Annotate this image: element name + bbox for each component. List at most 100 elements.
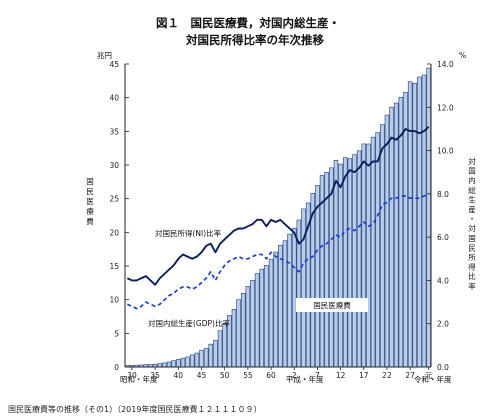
expenditure-bar-1974 bbox=[217, 330, 223, 368]
right-axis-title-char-1: 国 bbox=[468, 167, 476, 176]
era-label-heisei: 平成・年度 bbox=[286, 374, 324, 384]
expenditure-bar-1999 bbox=[333, 159, 339, 368]
expenditure-bar-2016 bbox=[412, 82, 418, 368]
expenditure-bar-1983 bbox=[259, 268, 265, 368]
expenditure-bar-1969 bbox=[194, 352, 200, 368]
expenditure-bar-1963 bbox=[166, 361, 172, 368]
right-axis-title-char-0: 対 bbox=[468, 156, 476, 166]
ni-series-label: 対国民所得(NI)比率 bbox=[155, 228, 222, 238]
expenditure-bar-1985 bbox=[268, 258, 274, 368]
bars-layer bbox=[125, 67, 431, 368]
expenditure-bar-1989 bbox=[287, 233, 292, 368]
expenditure-bar-2017 bbox=[417, 76, 422, 368]
chart-title-line2: 対国民所得比率の年次推移 bbox=[185, 33, 324, 47]
expenditure-bar-1984 bbox=[264, 265, 269, 368]
ticks-layer: 0 5 10 15 20 25 30 35 40 45 0.0 2.0 4.0 6.0 8.0 10.0 12.… bbox=[86, 60, 476, 380]
right-tick-label-0.0: 0.0 bbox=[437, 363, 449, 372]
right-axis-title-char-8: 国 bbox=[468, 234, 476, 243]
x-tick-label-8: 7 bbox=[315, 371, 320, 380]
left-tick-label-40: 40 bbox=[109, 94, 119, 103]
expenditure-bar-2011 bbox=[389, 106, 394, 368]
right-axis-title-char-4: 生 bbox=[468, 194, 476, 204]
gdp-ratio-line bbox=[126, 193, 430, 310]
expenditure-bar-1961 bbox=[157, 363, 163, 368]
expenditure-bar-2019 bbox=[426, 67, 431, 368]
expenditure-bar-1997 bbox=[324, 172, 329, 368]
expenditure-bar-1971 bbox=[203, 348, 209, 368]
right-tick-label-8.0: 8.0 bbox=[437, 190, 449, 199]
right-axis-title-char-6: ・ bbox=[468, 215, 476, 224]
expenditure-bar-1977 bbox=[231, 308, 237, 368]
x-tick-label-3: 45 bbox=[197, 371, 207, 380]
expenditure-bar-2010 bbox=[384, 114, 390, 368]
right-axis-title-char-3: 総 bbox=[468, 185, 476, 195]
expenditure-bar-1967 bbox=[185, 356, 190, 368]
right-tick-label-14.0: 14.0 bbox=[437, 60, 454, 69]
right-tick-label-4.0: 4.0 bbox=[437, 276, 449, 285]
expenditure-bar-2007 bbox=[370, 136, 376, 368]
x-tick-label-2: 40 bbox=[174, 371, 184, 380]
right-axis-title-char-13: 率 bbox=[468, 281, 476, 291]
expenditure-bar-1962 bbox=[162, 362, 167, 368]
right-tick-label-6.0: 6.0 bbox=[437, 233, 449, 242]
expenditure-bar-2014 bbox=[403, 91, 408, 368]
bars-label-box bbox=[296, 298, 368, 312]
expenditure-bar-1990 bbox=[291, 227, 297, 368]
left-axis-unit: 兆円 bbox=[97, 50, 112, 60]
left-axis-title-char-0: 国 bbox=[86, 177, 94, 186]
expenditure-bar-2004 bbox=[356, 150, 362, 368]
x-tick-label-10: 17 bbox=[359, 371, 369, 380]
expenditure-bar-2015 bbox=[407, 81, 413, 368]
right-axis-title-char-10: 所 bbox=[468, 252, 476, 262]
right-axis-title-char-12: 比 bbox=[468, 271, 476, 281]
right-tick-label-12.0: 12.0 bbox=[437, 103, 454, 112]
expenditure-bar-2003 bbox=[352, 154, 357, 368]
left-axis-title-char-2: 医 bbox=[86, 197, 94, 206]
expenditure-bar-1992 bbox=[301, 208, 306, 368]
left-axis-title-char-1: 民 bbox=[86, 187, 94, 196]
right-axis-title-char-11: 得 bbox=[468, 262, 476, 272]
expenditure-bar-1966 bbox=[180, 357, 186, 368]
right-axis-title-char-2: 内 bbox=[468, 175, 476, 185]
expenditure-bar-1973 bbox=[213, 340, 218, 368]
expenditure-bar-2005 bbox=[361, 143, 367, 368]
x-tick-label-4: 50 bbox=[220, 371, 230, 380]
right-axis-title-char-9: 民 bbox=[468, 243, 476, 252]
left-tick-label-15: 15 bbox=[109, 262, 119, 271]
axes-layer bbox=[124, 64, 432, 368]
x-tick-label-5: 55 bbox=[243, 371, 253, 380]
left-tick-label-5: 5 bbox=[114, 329, 119, 338]
x-tick-label-11: 22 bbox=[382, 371, 392, 380]
left-tick-label-10: 10 bbox=[109, 296, 119, 305]
x-tick-label-13: 元 bbox=[425, 371, 433, 380]
expenditure-bar-2001 bbox=[342, 157, 348, 368]
expenditure-bar-2002 bbox=[347, 158, 353, 368]
x-tick-label-12: 27 bbox=[405, 371, 415, 380]
left-tick-label-25: 25 bbox=[109, 195, 119, 204]
expenditure-bar-1975 bbox=[222, 323, 227, 368]
expenditure-bar-1980 bbox=[245, 286, 251, 368]
expenditure-bar-2018 bbox=[421, 74, 427, 368]
left-tick-label-20: 20 bbox=[109, 228, 119, 237]
right-axis-unit: % bbox=[459, 51, 466, 60]
expenditure-bar-1981 bbox=[250, 279, 255, 368]
ni-ratio-line bbox=[126, 126, 430, 286]
expenditure-bar-2000 bbox=[338, 163, 343, 368]
expenditure-bar-2008 bbox=[375, 132, 380, 368]
expenditure-bar-1978 bbox=[236, 299, 241, 368]
expenditure-bar-1982 bbox=[254, 273, 260, 368]
x-tick-label-7: 2 bbox=[292, 371, 297, 380]
left-tick-label-30: 30 bbox=[109, 161, 119, 170]
bars-series-label: 国民医療費 bbox=[313, 300, 351, 310]
expenditure-bar-1998 bbox=[329, 167, 334, 368]
lines-layer bbox=[126, 126, 430, 310]
expenditure-bar-1972 bbox=[208, 343, 214, 368]
right-axis-title-char-5: 産 bbox=[468, 204, 476, 214]
expenditure-bar-2006 bbox=[366, 143, 371, 368]
left-tick-label-35: 35 bbox=[109, 127, 119, 136]
expenditure-bar-1965 bbox=[176, 359, 181, 368]
expenditure-bar-1968 bbox=[189, 354, 195, 368]
footer-caption: 国民医療費等の推移（その1）（2019年度国民医療費１２１１１０９） bbox=[8, 404, 261, 414]
right-tick-label-10.0: 10.0 bbox=[437, 147, 454, 156]
